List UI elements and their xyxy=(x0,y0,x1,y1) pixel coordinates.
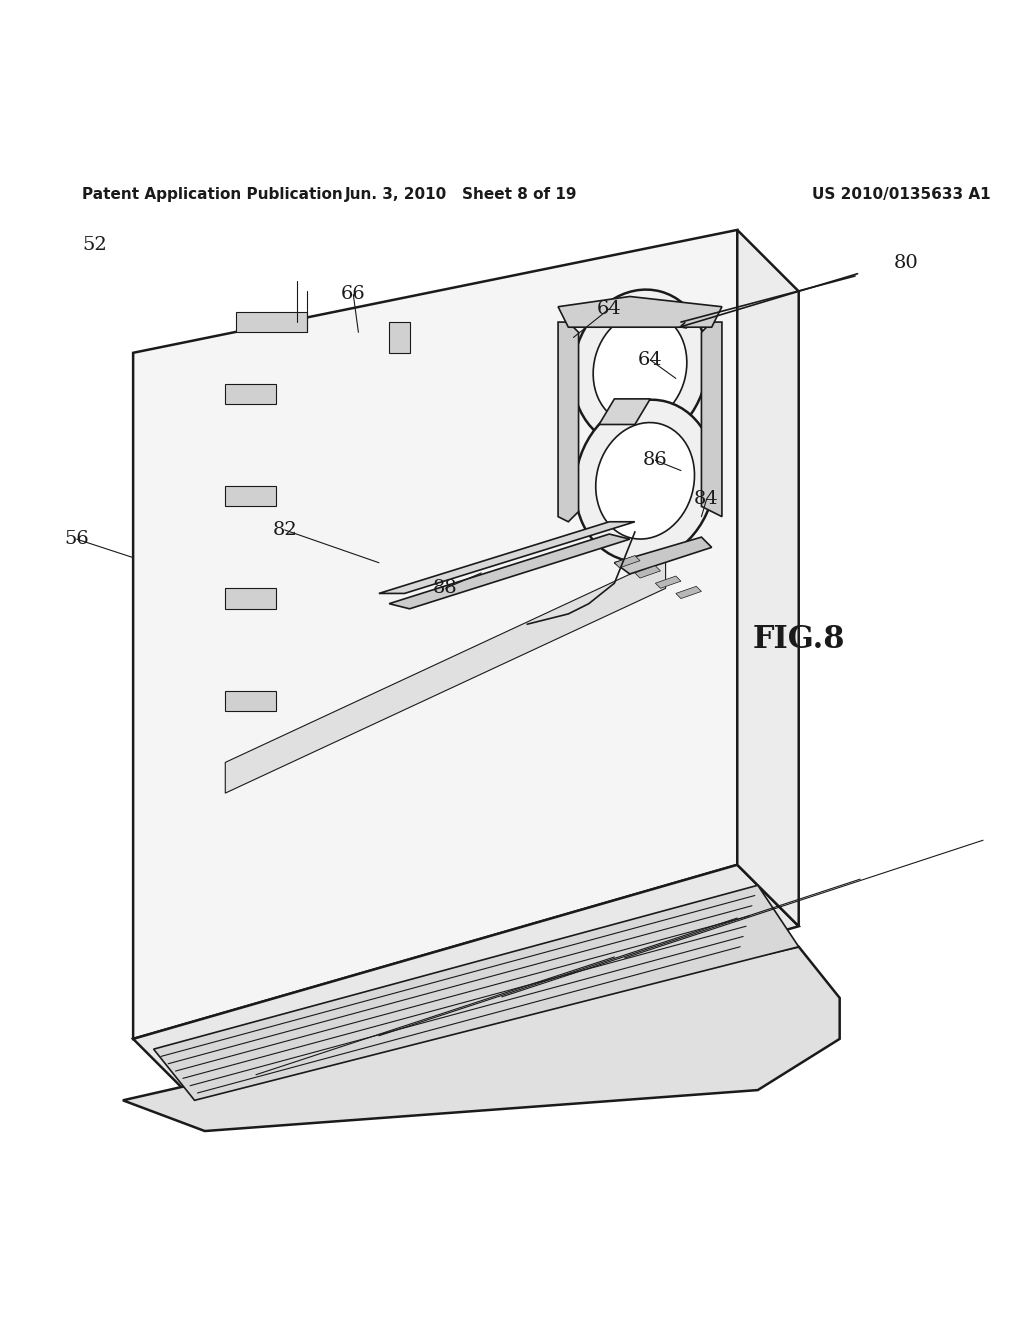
Polygon shape xyxy=(133,230,737,1039)
Polygon shape xyxy=(701,322,722,516)
Text: 86: 86 xyxy=(643,451,668,470)
Polygon shape xyxy=(225,384,276,404)
Text: FIG.8: FIG.8 xyxy=(753,624,845,655)
Polygon shape xyxy=(133,865,799,1101)
Text: 66: 66 xyxy=(341,285,366,304)
Ellipse shape xyxy=(572,289,708,446)
Ellipse shape xyxy=(575,400,715,562)
Polygon shape xyxy=(614,537,712,574)
Polygon shape xyxy=(558,322,579,521)
Polygon shape xyxy=(737,230,799,927)
Text: Patent Application Publication: Patent Application Publication xyxy=(82,186,343,202)
Polygon shape xyxy=(676,586,701,598)
Polygon shape xyxy=(614,556,640,568)
Text: 80: 80 xyxy=(894,253,919,272)
Text: 56: 56 xyxy=(65,531,89,548)
Polygon shape xyxy=(236,312,307,333)
Text: 64: 64 xyxy=(638,351,663,370)
Text: 52: 52 xyxy=(83,236,108,255)
Polygon shape xyxy=(635,566,660,578)
Polygon shape xyxy=(389,535,630,609)
Text: 84: 84 xyxy=(694,490,719,508)
Polygon shape xyxy=(379,521,635,594)
Text: Jun. 3, 2010   Sheet 8 of 19: Jun. 3, 2010 Sheet 8 of 19 xyxy=(344,186,578,202)
Ellipse shape xyxy=(593,313,687,424)
Polygon shape xyxy=(558,297,722,327)
Text: 64: 64 xyxy=(597,300,622,318)
Text: US 2010/0135633 A1: US 2010/0135633 A1 xyxy=(812,186,990,202)
Polygon shape xyxy=(225,690,276,711)
Text: 82: 82 xyxy=(272,521,297,539)
Polygon shape xyxy=(154,886,799,1101)
Polygon shape xyxy=(389,322,410,352)
Polygon shape xyxy=(225,589,276,609)
Polygon shape xyxy=(225,557,666,793)
Ellipse shape xyxy=(596,422,694,539)
Polygon shape xyxy=(599,399,650,425)
Polygon shape xyxy=(123,946,840,1131)
Polygon shape xyxy=(225,486,276,507)
Polygon shape xyxy=(655,576,681,589)
Text: 88: 88 xyxy=(433,579,458,598)
